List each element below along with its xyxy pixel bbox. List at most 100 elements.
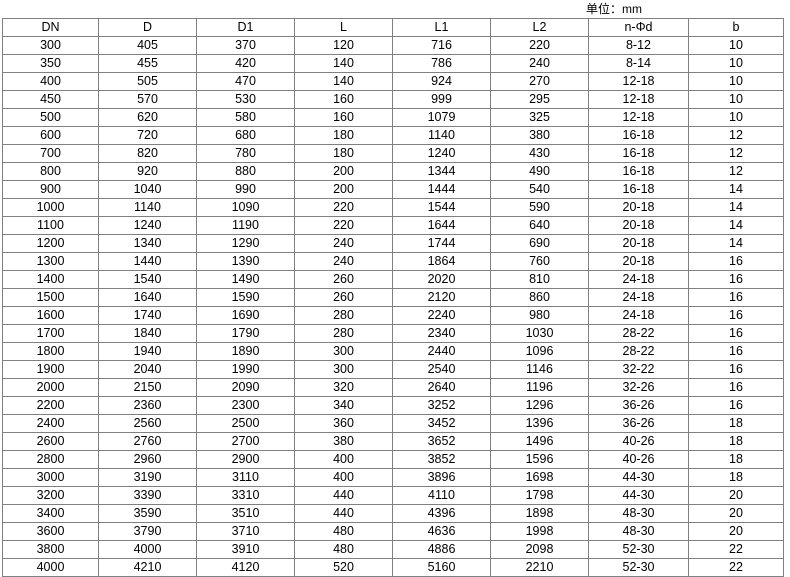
cell-l2: 1196 [490, 378, 589, 397]
cell-d: 1540 [98, 270, 197, 289]
cell-l: 160 [294, 108, 393, 127]
table-row: 1400 1540 1490 260 2020 810 24-18 16 [2, 270, 784, 289]
cell-b: 10 [688, 90, 784, 109]
table-row: 3600 3790 3710 480 4636 1998 48-30 20 [2, 522, 784, 541]
cell-l1: 716 [392, 36, 491, 55]
cell-d1: 420 [196, 54, 295, 73]
cell-l1: 2640 [392, 378, 491, 397]
cell-l1: 1744 [392, 234, 491, 253]
cell-b: 16 [688, 252, 784, 271]
cell-l1: 2240 [392, 306, 491, 325]
cell-b: 14 [688, 198, 784, 217]
cell-l1: 2540 [392, 360, 491, 379]
cell-n-d: 44-30 [588, 468, 689, 487]
cell-l: 300 [294, 360, 393, 379]
cell-b: 14 [688, 216, 784, 235]
table-row: 600 720 680 180 1140 380 16-18 12 [2, 126, 784, 145]
cell-d1: 1590 [196, 288, 295, 307]
cell-l: 400 [294, 468, 393, 487]
cell-d1: 1190 [196, 216, 295, 235]
table-row: 700 820 780 180 1240 430 16-18 12 [2, 144, 784, 163]
cell-d1: 1990 [196, 360, 295, 379]
cell-l2: 220 [490, 36, 589, 55]
cell-n-d: 36-26 [588, 414, 689, 433]
cell-l2: 1030 [490, 324, 589, 343]
cell-dn: 700 [2, 144, 99, 163]
cell-d: 505 [98, 72, 197, 91]
cell-l1: 2340 [392, 324, 491, 343]
cell-n-d: 44-30 [588, 486, 689, 505]
column-header-l2: L2 [490, 18, 589, 37]
cell-l2: 490 [490, 162, 589, 181]
cell-d: 570 [98, 90, 197, 109]
cell-l2: 1596 [490, 450, 589, 469]
table-row: 900 1040 990 200 1444 540 16-18 14 [2, 180, 784, 199]
cell-d: 1440 [98, 252, 197, 271]
cell-l1: 999 [392, 90, 491, 109]
cell-b: 16 [688, 306, 784, 325]
cell-b: 20 [688, 522, 784, 541]
cell-l2: 640 [490, 216, 589, 235]
cell-dn: 3000 [2, 468, 99, 487]
table-row: 2800 2960 2900 400 3852 1596 40-26 18 [2, 450, 784, 469]
cell-n-d: 32-22 [588, 360, 689, 379]
cell-d1: 2090 [196, 378, 295, 397]
cell-n-d: 28-22 [588, 342, 689, 361]
cell-l: 480 [294, 522, 393, 541]
cell-b: 12 [688, 162, 784, 181]
cell-n-d: 16-18 [588, 126, 689, 145]
cell-d1: 1390 [196, 252, 295, 271]
column-header-n-d: n-Φd [588, 18, 689, 37]
cell-dn: 400 [2, 72, 99, 91]
cell-b: 16 [688, 342, 784, 361]
cell-l1: 3852 [392, 450, 491, 469]
cell-n-d: 20-18 [588, 216, 689, 235]
cell-d1: 2700 [196, 432, 295, 451]
cell-dn: 1100 [2, 216, 99, 235]
cell-dn: 600 [2, 126, 99, 145]
cell-b: 12 [688, 144, 784, 163]
cell-dn: 3400 [2, 504, 99, 523]
table-row: 500 620 580 160 1079 325 12-18 10 [2, 108, 784, 127]
table-row: 1000 1140 1090 220 1544 590 20-18 14 [2, 198, 784, 217]
cell-b: 10 [688, 108, 784, 127]
cell-n-d: 36-26 [588, 396, 689, 415]
cell-l: 280 [294, 324, 393, 343]
cell-dn: 350 [2, 54, 99, 73]
cell-n-d: 8-12 [588, 36, 689, 55]
cell-d: 1840 [98, 324, 197, 343]
cell-d: 1340 [98, 234, 197, 253]
cell-b: 18 [688, 450, 784, 469]
cell-d1: 1490 [196, 270, 295, 289]
cell-l2: 1296 [490, 396, 589, 415]
cell-d: 1740 [98, 306, 197, 325]
cell-l1: 1544 [392, 198, 491, 217]
cell-l: 340 [294, 396, 393, 415]
cell-d: 2960 [98, 450, 197, 469]
cell-b: 10 [688, 54, 784, 73]
cell-d1: 4120 [196, 558, 295, 577]
cell-l: 140 [294, 72, 393, 91]
cell-d: 1240 [98, 216, 197, 235]
cell-b: 16 [688, 288, 784, 307]
cell-l2: 760 [490, 252, 589, 271]
cell-l: 180 [294, 126, 393, 145]
cell-dn: 1300 [2, 252, 99, 271]
cell-l2: 325 [490, 108, 589, 127]
cell-d: 3390 [98, 486, 197, 505]
cell-l: 120 [294, 36, 393, 55]
cell-d1: 780 [196, 144, 295, 163]
cell-n-d: 40-26 [588, 432, 689, 451]
cell-d1: 1690 [196, 306, 295, 325]
cell-l: 280 [294, 306, 393, 325]
cell-b: 14 [688, 234, 784, 253]
cell-l2: 540 [490, 180, 589, 199]
cell-l: 360 [294, 414, 393, 433]
cell-l2: 980 [490, 306, 589, 325]
cell-dn: 3200 [2, 486, 99, 505]
cell-d: 820 [98, 144, 197, 163]
cell-n-d: 20-18 [588, 234, 689, 253]
unit-note: 单位：mm [586, 2, 642, 16]
cell-dn: 2000 [2, 378, 99, 397]
cell-d1: 530 [196, 90, 295, 109]
